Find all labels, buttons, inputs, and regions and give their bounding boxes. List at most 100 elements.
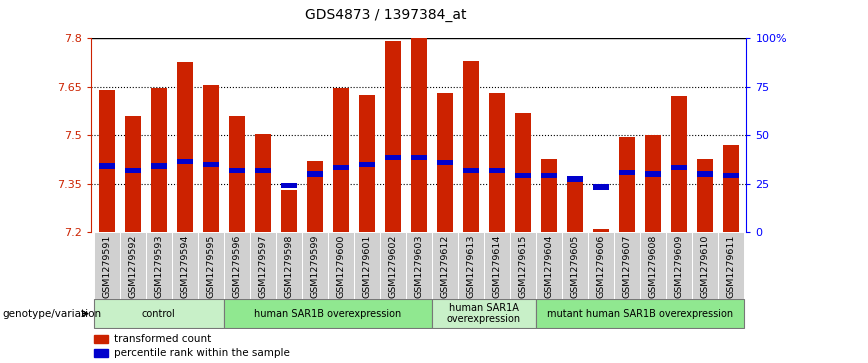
Bar <box>567 177 582 232</box>
Text: GSM1279599: GSM1279599 <box>310 234 319 298</box>
Bar <box>640 232 666 299</box>
Bar <box>281 183 297 188</box>
Bar <box>120 232 146 299</box>
Bar <box>515 113 530 232</box>
Text: GSM1279604: GSM1279604 <box>544 234 553 298</box>
Text: genotype/variation: genotype/variation <box>3 309 102 319</box>
Text: GSM1279612: GSM1279612 <box>440 234 450 298</box>
Bar <box>94 232 120 299</box>
Bar <box>645 171 661 177</box>
Text: GSM1279613: GSM1279613 <box>466 234 476 298</box>
Text: GSM1279605: GSM1279605 <box>570 234 579 298</box>
Bar <box>328 232 354 299</box>
Bar <box>697 159 713 232</box>
Bar <box>203 162 219 167</box>
Bar <box>671 165 687 170</box>
Text: control: control <box>141 309 175 319</box>
Text: human SAR1A
overexpression: human SAR1A overexpression <box>447 303 521 325</box>
Bar <box>224 299 431 328</box>
Text: percentile rank within the sample: percentile rank within the sample <box>114 348 290 358</box>
Bar <box>203 85 219 232</box>
Text: mutant human SAR1B overexpression: mutant human SAR1B overexpression <box>547 309 733 319</box>
Text: GSM1279607: GSM1279607 <box>622 234 631 298</box>
Bar <box>463 168 478 174</box>
Bar <box>431 299 536 328</box>
Text: GSM1279600: GSM1279600 <box>336 234 345 298</box>
Bar <box>536 232 562 299</box>
Bar <box>333 165 349 170</box>
Bar <box>593 184 608 189</box>
Bar <box>541 159 556 232</box>
Bar <box>645 135 661 232</box>
Bar <box>302 232 328 299</box>
Bar <box>723 145 739 232</box>
Bar <box>250 232 276 299</box>
Bar <box>437 93 452 232</box>
Text: GSM1279595: GSM1279595 <box>207 234 215 298</box>
Bar <box>255 134 271 232</box>
Bar <box>307 161 323 232</box>
Bar <box>489 93 504 232</box>
Text: GSM1279610: GSM1279610 <box>700 234 709 298</box>
Bar <box>380 232 406 299</box>
Text: GSM1279593: GSM1279593 <box>155 234 163 298</box>
Text: GSM1279591: GSM1279591 <box>102 234 111 298</box>
Bar <box>99 90 115 232</box>
Bar <box>125 168 141 174</box>
Bar <box>541 173 556 178</box>
Bar <box>276 232 302 299</box>
Bar <box>151 88 167 232</box>
Bar <box>99 163 115 168</box>
Bar <box>692 232 718 299</box>
Text: GSM1279594: GSM1279594 <box>181 234 189 298</box>
Text: human SAR1B overexpression: human SAR1B overexpression <box>254 309 401 319</box>
Bar <box>567 176 582 182</box>
Bar <box>359 95 375 232</box>
Bar <box>463 61 478 232</box>
Bar <box>437 160 452 165</box>
Bar <box>411 155 426 160</box>
Text: GSM1279602: GSM1279602 <box>388 234 398 298</box>
Text: GSM1279611: GSM1279611 <box>727 234 735 298</box>
Bar <box>385 155 401 160</box>
Bar <box>177 159 193 164</box>
Bar <box>483 232 510 299</box>
Bar <box>281 190 297 232</box>
Bar <box>619 170 635 175</box>
Bar <box>354 232 380 299</box>
Text: GSM1279597: GSM1279597 <box>259 234 267 298</box>
Bar <box>666 232 692 299</box>
Text: GSM1279598: GSM1279598 <box>285 234 293 298</box>
Bar <box>94 335 108 343</box>
Text: transformed count: transformed count <box>114 334 211 344</box>
Bar <box>146 232 172 299</box>
Bar <box>198 232 224 299</box>
Bar <box>359 162 375 167</box>
Bar <box>489 168 504 174</box>
Bar <box>588 232 614 299</box>
Bar <box>229 168 245 174</box>
Text: GSM1279592: GSM1279592 <box>128 234 137 298</box>
Text: GSM1279609: GSM1279609 <box>674 234 683 298</box>
Text: GSM1279603: GSM1279603 <box>414 234 424 298</box>
Bar <box>510 232 536 299</box>
Bar <box>229 116 245 232</box>
Bar <box>718 232 744 299</box>
Bar <box>151 163 167 168</box>
Text: GSM1279606: GSM1279606 <box>596 234 605 298</box>
Bar <box>562 232 588 299</box>
Bar <box>255 168 271 174</box>
Bar <box>515 173 530 178</box>
Bar <box>307 171 323 177</box>
Bar <box>94 349 108 358</box>
Bar <box>697 171 713 177</box>
Bar <box>723 173 739 178</box>
Text: GSM1279608: GSM1279608 <box>648 234 657 298</box>
Bar <box>224 232 250 299</box>
Bar <box>614 232 640 299</box>
Text: GSM1279614: GSM1279614 <box>492 234 502 298</box>
Bar <box>619 137 635 232</box>
Bar <box>172 232 198 299</box>
Bar <box>177 62 193 232</box>
Bar <box>94 299 224 328</box>
